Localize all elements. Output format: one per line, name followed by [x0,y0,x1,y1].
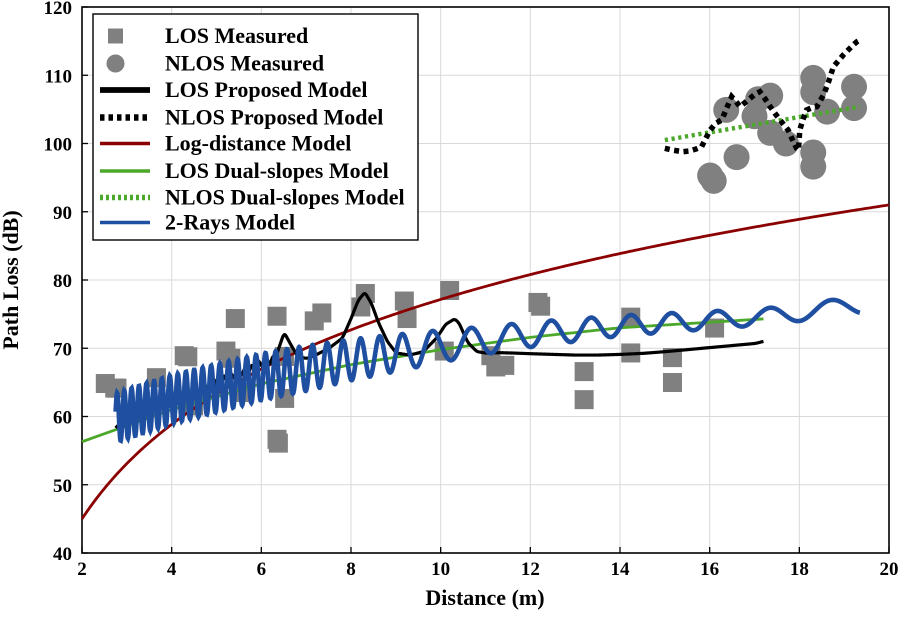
svg-text:20: 20 [880,559,899,580]
svg-text:6: 6 [257,559,267,580]
svg-text:100: 100 [44,135,73,156]
svg-text:90: 90 [53,203,72,224]
svg-text:LOS Proposed Model: LOS Proposed Model [165,77,368,102]
svg-text:40: 40 [53,544,72,565]
svg-text:60: 60 [53,408,72,429]
svg-text:LOS Dual-slopes Model: LOS Dual-slopes Model [165,158,389,183]
svg-text:LOS Measured: LOS Measured [165,23,308,48]
svg-text:80: 80 [53,271,72,292]
svg-text:NLOS Dual-slopes Model: NLOS Dual-slopes Model [165,185,405,210]
svg-text:110: 110 [45,66,72,87]
svg-text:10: 10 [431,559,450,580]
svg-text:Distance (m): Distance (m) [425,585,544,610]
svg-text:18: 18 [790,559,809,580]
svg-text:NLOS Proposed Model: NLOS Proposed Model [165,105,383,130]
svg-text:14: 14 [611,559,631,580]
svg-text:50: 50 [53,476,72,497]
svg-text:70: 70 [53,339,72,360]
svg-text:120: 120 [44,0,73,19]
svg-text:4: 4 [167,559,177,580]
svg-text:16: 16 [700,559,719,580]
svg-text:2: 2 [77,559,87,580]
svg-text:Log-distance Model: Log-distance Model [165,131,351,156]
svg-text:NLOS Measured: NLOS Measured [165,51,324,76]
svg-text:2-Rays Model: 2-Rays Model [165,210,295,235]
svg-text:Path Loss (dB): Path Loss (dB) [0,210,23,349]
svg-text:8: 8 [346,559,356,580]
svg-text:12: 12 [521,559,540,580]
